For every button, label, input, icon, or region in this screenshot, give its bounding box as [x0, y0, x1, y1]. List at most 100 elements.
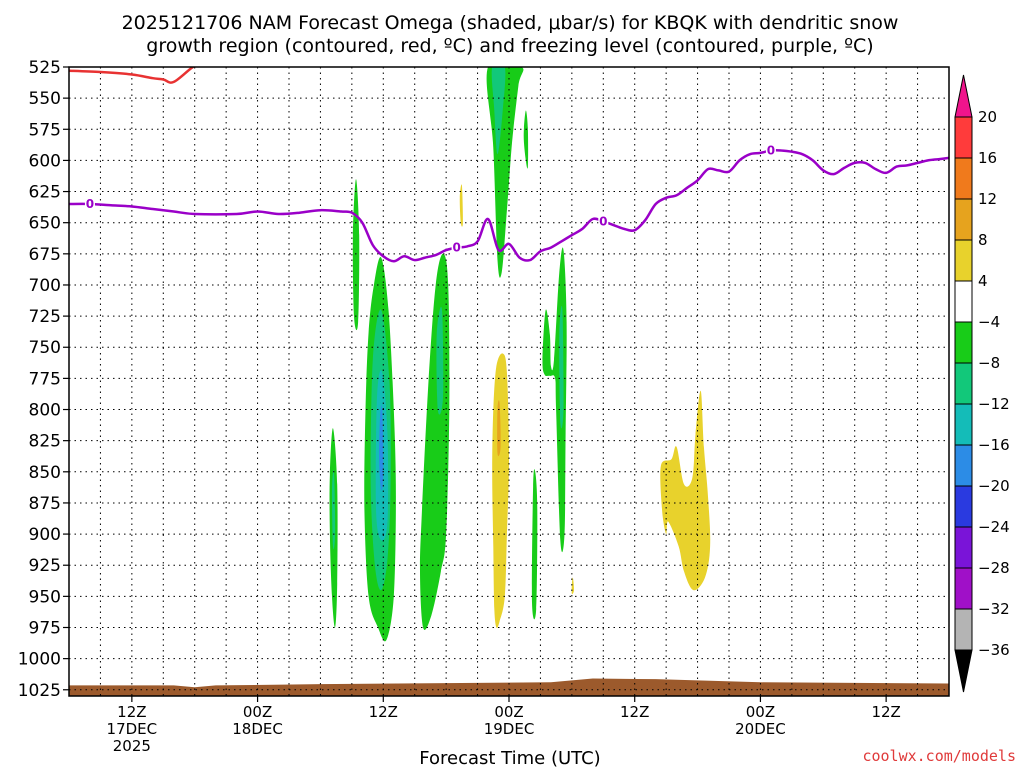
xtick-label-6-0: 12Z	[871, 703, 900, 721]
omega-region-19	[660, 390, 711, 591]
fz-label-bg-2	[598, 213, 609, 229]
xtick-label-2-0: 12Z	[369, 703, 398, 721]
ytick-label-825: 825	[29, 432, 61, 452]
omega-region-12	[531, 469, 538, 620]
colorbar-label-5: −4	[978, 313, 1000, 331]
credit-text: coolwx.com/models	[862, 747, 1016, 765]
colorbar-top-arrow	[954, 74, 973, 118]
colorbar-segment-2	[954, 198, 973, 241]
colorbar-label-11: −28	[978, 559, 1010, 577]
chart-title-line1: 2025121706 NAM Forecast Omega (shaded, μ…	[122, 12, 899, 34]
xtick-label-5-0: 00Z	[746, 703, 775, 721]
ytick-label-800: 800	[29, 401, 61, 421]
omega-region-11	[436, 306, 444, 415]
ytick-label-600: 600	[29, 151, 61, 171]
omega-shading	[329, 67, 711, 642]
omega-region-1	[491, 67, 506, 155]
colorbar-label-12: −32	[978, 600, 1010, 618]
grid-lines	[69, 67, 949, 696]
ytick-label-1025: 1025	[18, 681, 61, 701]
freezing-level-line	[69, 148, 949, 263]
xtick-label-0-0: 12Z	[117, 703, 146, 721]
ytick-label-625: 625	[29, 183, 61, 203]
ytick-label-925: 925	[29, 556, 61, 576]
colorbar-label-0: 20	[978, 108, 997, 126]
ytick-label-975: 975	[29, 618, 61, 638]
omega-region-3	[352, 179, 360, 331]
ytick-label-750: 750	[29, 338, 61, 358]
colorbar-segment-7	[954, 403, 973, 446]
fz-label-2: 0	[599, 214, 607, 228]
ytick-label-875: 875	[29, 494, 61, 514]
x-axis-label: Forecast Time (UTC)	[419, 748, 600, 768]
colorbar-segment-12	[954, 608, 973, 651]
omega-region-18	[571, 577, 575, 595]
fz-label-bg-1	[451, 239, 462, 255]
ytick-label-1000: 1000	[18, 650, 61, 670]
ytick-label-700: 700	[29, 276, 61, 296]
colorbar-label-9: −20	[978, 477, 1010, 495]
colorbar-label-1: 16	[978, 149, 997, 167]
ytick-label-725: 725	[29, 307, 61, 327]
colorbar-label-10: −24	[978, 518, 1010, 536]
colorbar-segment-9	[954, 485, 973, 528]
fz-label-bg-3	[765, 142, 776, 158]
colorbar-segment-8	[954, 444, 973, 487]
colorbar: 20 16 12 8 4 −4 −8 −12 −16 −20 −24 −28 −32 −36	[954, 74, 1010, 693]
ground-fill	[69, 678, 949, 696]
omega-region-14	[559, 305, 564, 429]
colorbar-label-13: −36	[978, 641, 1010, 659]
fz-label-3: 0	[767, 143, 775, 157]
omega-region-17	[459, 184, 463, 227]
xtick-label-3-0: 00Z	[494, 703, 523, 721]
chart-title-line2: growth region (contoured, red, ºC) and f…	[146, 35, 873, 57]
xtick-label-1-1: 18DEC	[232, 720, 283, 738]
fz-label-bg-0	[84, 196, 95, 212]
xtick-label-1-0: 00Z	[243, 703, 272, 721]
omega-region-16	[497, 400, 501, 457]
xtick-label-0-2: 2025	[113, 737, 151, 755]
omega-region-15	[492, 353, 509, 629]
freezing-level-contour: 0 0 0 0	[69, 142, 949, 263]
xtick-label-5-1: 20DEC	[735, 720, 786, 738]
omega-region-2	[523, 110, 529, 169]
colorbar-bottom-arrow	[954, 649, 973, 693]
ytick-label-575: 575	[29, 120, 61, 140]
colorbar-label-6: −8	[978, 354, 1000, 372]
colorbar-segment-3	[954, 239, 973, 282]
colorbar-segment-11	[954, 567, 973, 610]
xtick-label-3-1: 19DEC	[484, 720, 535, 738]
ytick-label-525: 525	[29, 58, 61, 78]
colorbar-label-3: 8	[978, 231, 988, 249]
colorbar-label-2: 12	[978, 190, 997, 208]
ytick-label-850: 850	[29, 463, 61, 483]
ytick-label-950: 950	[29, 587, 61, 607]
ytick-label-675: 675	[29, 245, 61, 265]
colorbar-label-8: −16	[978, 436, 1010, 454]
xtick-label-4-0: 12Z	[620, 703, 649, 721]
xtick-label-0-1: 17DEC	[107, 720, 158, 738]
omega-region-7	[379, 405, 384, 491]
ytick-label-550: 550	[29, 89, 61, 109]
colorbar-label-4: 4	[978, 272, 988, 290]
ground-surface	[69, 678, 949, 696]
omega-region-10	[419, 253, 450, 630]
ytick-label-900: 900	[29, 525, 61, 545]
colorbar-segment-1	[954, 157, 973, 200]
colorbar-segment-6	[954, 362, 973, 405]
ytick-label-775: 775	[29, 369, 61, 389]
dgz-line	[69, 67, 206, 84]
colorbar-segment-4	[954, 280, 973, 323]
omega-region-9	[331, 469, 336, 550]
fz-label-1: 0	[452, 241, 460, 255]
colorbar-segment-5	[954, 321, 973, 364]
ytick-label-650: 650	[29, 214, 61, 234]
dgz-contour	[69, 67, 206, 84]
colorbar-label-7: −12	[978, 395, 1010, 413]
colorbar-segment-0	[954, 116, 973, 159]
y-axis: 525 550 575 600 625 650 675 700 725 750 775 800 825 8…	[18, 58, 69, 701]
colorbar-segment-10	[954, 526, 973, 569]
fz-label-0: 0	[86, 197, 94, 211]
